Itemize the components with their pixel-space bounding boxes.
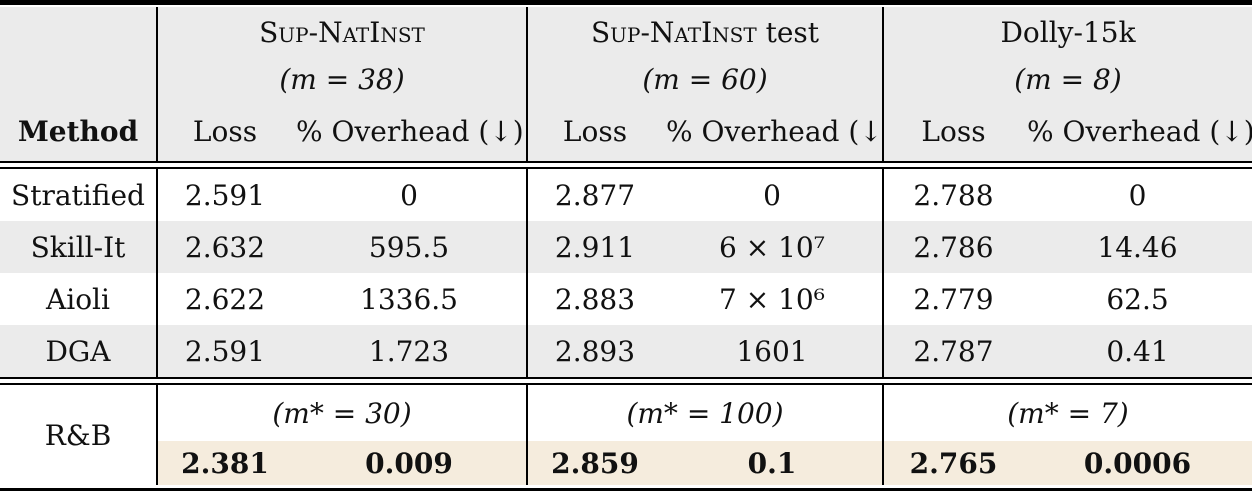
loss-cell-highlight: 2.381 [156,441,292,485]
overhead-cell: 62.5 [1023,273,1252,325]
benchmark-results-table: Sup-NatInst Sup-NatInst test Dolly-15k (… [0,7,1252,485]
header-row-column-labels: Method Loss % Overhead (↓) Loss % Overhe… [0,101,1252,162]
method-label: Skill-It [0,221,157,273]
overhead-cell: 6 × 10⁷ [662,221,883,273]
m-value-label: (m = 8) [882,57,1252,101]
table-row-rnb-values: 2.381 0.009 2.859 0.1 2.765 0.0006 [0,441,1252,485]
overhead-column-header: % Overhead (↓) [292,101,527,162]
loss-cell-highlight: 2.859 [526,441,662,485]
overhead-cell: 1.723 [292,325,527,378]
double-rule-after-header [0,161,1252,169]
group-name-smallcaps: Sup-NatInst [590,15,757,49]
loss-cell: 2.786 [882,221,1023,273]
m-value-label: (m = 60) [526,57,883,101]
method-column-header: Method [0,101,157,162]
loss-cell: 2.622 [156,273,292,325]
loss-cell-highlight: 2.765 [882,441,1023,485]
mstar-label: (m* = 7) [882,384,1252,441]
loss-cell: 2.893 [526,325,662,378]
loss-cell: 2.911 [526,221,662,273]
method-label: DGA [0,325,157,378]
loss-column-header: Loss [882,101,1023,162]
method-label: Aioli [0,273,157,325]
overhead-cell: 1601 [662,325,883,378]
overhead-cell: 0 [292,168,527,221]
mstar-label: (m* = 100) [526,384,883,441]
method-label-rnb: R&B [0,384,157,485]
overhead-cell-highlight: 0.009 [292,441,527,485]
loss-column-header: Loss [156,101,292,162]
loss-cell: 2.632 [156,221,292,273]
overhead-cell: 0.41 [1023,325,1252,378]
table-row-aioli: Aioli 2.622 1336.5 2.883 7 × 10⁶ 2.779 6… [0,273,1252,325]
overhead-cell: 14.46 [1023,221,1252,273]
double-rule-before-rnb [0,377,1252,385]
overhead-cell: 595.5 [292,221,527,273]
loss-column-header: Loss [526,101,662,162]
overhead-cell: 0 [662,168,883,221]
header-row-group-names: Sup-NatInst Sup-NatInst test Dolly-15k [0,7,1252,57]
mstar-label: (m* = 30) [156,384,527,441]
loss-cell: 2.877 [526,168,662,221]
loss-cell: 2.788 [882,168,1023,221]
table-row-stratified: Stratified 2.591 0 2.877 0 2.788 0 [0,168,1252,221]
overhead-cell-highlight: 0.0006 [1023,441,1252,485]
m-value-label: (m = 38) [156,57,527,101]
group-header-sup-natinst: Sup-NatInst [156,7,527,57]
overhead-cell: 1336.5 [292,273,527,325]
header-empty-cell [0,7,157,57]
group-name-smallcaps: Sup-NatInst [259,15,425,49]
method-label: Stratified [0,168,157,221]
overhead-cell: 7 × 10⁶ [662,273,883,325]
group-header-dolly-15k: Dolly-15k [882,7,1252,57]
group-name-rest: test [756,15,820,49]
loss-cell: 2.591 [156,325,292,378]
table-row-skill-it: Skill-It 2.632 595.5 2.911 6 × 10⁷ 2.786… [0,221,1252,273]
table-row-rnb-mstar: R&B (m* = 30) (m* = 100) (m* = 7) [0,384,1252,485]
group-header-sup-natinst-test: Sup-NatInst test [526,7,883,57]
loss-cell: 2.787 [882,325,1023,378]
overhead-cell-highlight: 0.1 [662,441,883,485]
table-row-dga: DGA 2.591 1.723 2.893 1601 2.787 0.41 [0,325,1252,378]
loss-cell: 2.883 [526,273,662,325]
overhead-column-header: % Overhead (↓) [1023,101,1252,162]
overhead-column-header: % Overhead (↓) [662,101,883,162]
header-row-m-values: (m = 38) (m = 60) (m = 8) [0,57,1252,101]
loss-cell: 2.779 [882,273,1023,325]
overhead-cell: 0 [1023,168,1252,221]
loss-cell: 2.591 [156,168,292,221]
group-name-rest: Dolly-15k [1000,15,1136,49]
header-empty-cell [0,57,157,101]
